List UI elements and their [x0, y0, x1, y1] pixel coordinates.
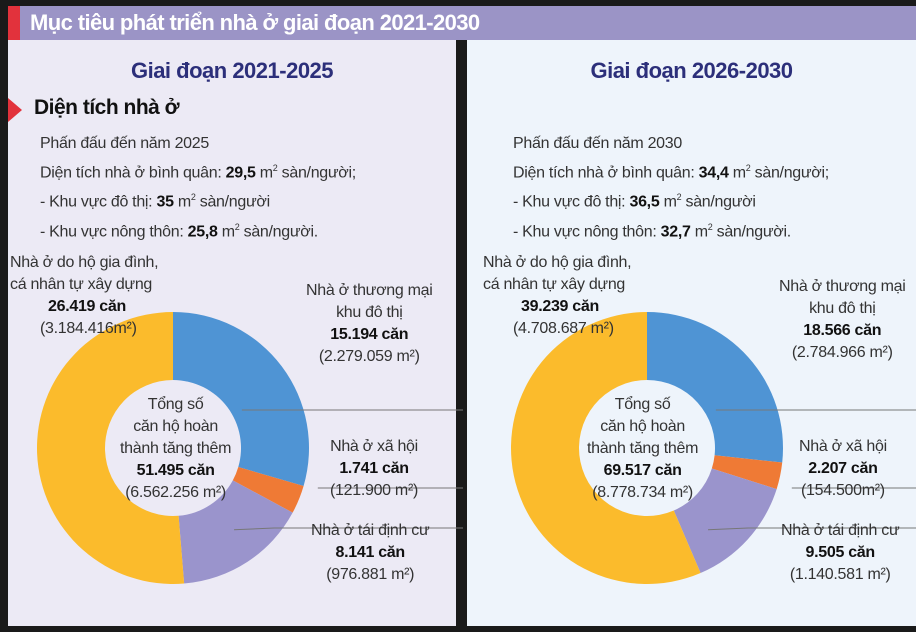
avg-area: Diện tích nhà ở bình quân: 29,5 m2 sàn/n… [40, 163, 356, 182]
label-commercial: Nhà ở thương mại khu đô thị 15.194 căn (2.… [306, 282, 433, 365]
slice-social [711, 455, 783, 490]
section-marker-icon [8, 98, 22, 122]
area-targets: Phấn đấu đến năm 2025 Diện tích nhà ở bì… [40, 132, 356, 244]
slice-resettlement [178, 480, 293, 584]
label-resettlement: Nhà ở tái định cư 8.141 căn (976.881 m²) [311, 522, 430, 583]
rural-area: - Khu vực nông thôn: 25,8 m2 sàn/người. [40, 221, 318, 240]
slice-resettlement [673, 468, 777, 573]
donut-center-label: Tổng số căn hộ hoàn thành tăng thêm 51.495… [120, 396, 232, 501]
urban-area: - Khu vực đô thị: 36,5 m2 sàn/người [513, 192, 756, 211]
slice-commercial [173, 312, 309, 486]
label-commercial: Nhà ở thương mại khu đô thị 18.566 căn (2.… [779, 278, 906, 361]
page-title: Mục tiêu phát triển nhà ở giai đoạn 2021… [30, 10, 480, 35]
label-self-built: Nhà ở do hộ gia đình, cá nhân tự xây dựng… [483, 254, 632, 337]
slice-social [232, 466, 304, 513]
donut-center-label: Tổng số căn hộ hoàn thành tăng thêm 69.517… [587, 396, 699, 501]
leader-line [708, 527, 916, 531]
target-year: Phấn đấu đến năm 2030 [513, 135, 682, 152]
label-self-built: Nhà ở do hộ gia đình, cá nhân tự xây dựng… [10, 254, 159, 337]
slice-commercial [647, 312, 783, 463]
title-accent [8, 6, 20, 40]
label-resettlement: Nhà ở tái định cư 9.505 căn (1.140.581 m²… [781, 522, 900, 583]
area-targets: Phấn đấu đến năm 2030 Diện tích nhà ở bì… [513, 132, 829, 244]
panel-2026-2030: Giai đoạn 2026-2030 Phấn đấu đến năm 203… [467, 40, 916, 626]
label-social: Nhà ở xã hội 2.207 căn (154.500m²) [799, 438, 887, 499]
urban-area: - Khu vực đô thị: 35 m2 sàn/người [40, 192, 270, 211]
slice-self_built [511, 312, 701, 584]
avg-area: Diện tích nhà ở bình quân: 34,4 m2 sàn/n… [513, 163, 829, 182]
label-social: Nhà ở xã hội 1.741 căn (121.900 m²) [330, 438, 418, 499]
title-bar: Mục tiêu phát triển nhà ở giai đoạn 2021… [8, 6, 916, 40]
slice-self_built [36, 312, 185, 584]
donut-chart-2026-2030 [511, 312, 916, 584]
section-title: Diện tích nhà ở [34, 96, 180, 119]
period-title: Giai đoạn 2026-2030 [590, 58, 793, 83]
leader-line [234, 527, 463, 531]
target-year: Phấn đấu đến năm 2025 [40, 135, 209, 152]
panel-2021-2025: Giai đoạn 2021-2025 Diện tích nhà ở Phấn… [8, 40, 463, 626]
period-title: Giai đoạn 2021-2025 [130, 58, 334, 83]
rural-area: - Khu vực nông thôn: 32,7 m2 sàn/người. [513, 221, 791, 240]
donut-chart-2021-2025 [36, 312, 463, 584]
